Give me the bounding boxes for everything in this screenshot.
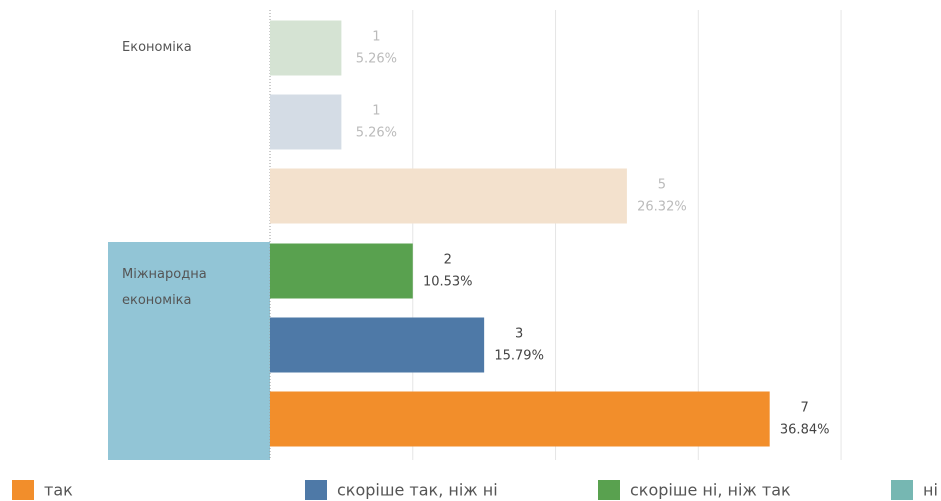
bar — [270, 20, 342, 76]
legend-swatch — [305, 480, 327, 500]
bar — [270, 391, 770, 447]
bar — [270, 94, 342, 150]
share-label: 10.53% — [423, 275, 473, 290]
share-label: 26.32% — [637, 200, 687, 215]
bar — [270, 317, 485, 373]
share-label: 5.26% — [356, 52, 397, 67]
value-label: 7 — [801, 401, 809, 416]
legend-label: ні — [923, 481, 938, 500]
legend-label: скоріше ні, ніж так — [630, 481, 791, 500]
share-label: 36.84% — [780, 423, 830, 438]
legend-swatch — [891, 480, 913, 500]
legend-label: скоріше так, ніж ні — [337, 481, 498, 500]
legend-swatch — [598, 480, 620, 500]
value-label: 2 — [444, 253, 452, 268]
share-label: 5.26% — [356, 126, 397, 141]
bar — [270, 243, 413, 299]
bar — [270, 168, 627, 224]
value-label: 5 — [658, 178, 666, 193]
value-label: 1 — [372, 30, 380, 45]
group-highlight — [108, 242, 270, 460]
share-label: 15.79% — [494, 349, 544, 364]
legend-label: так — [44, 481, 73, 500]
value-label: 3 — [515, 327, 523, 342]
legend-swatch — [12, 480, 34, 500]
value-label: 1 — [372, 104, 380, 119]
group-label: Економіка — [122, 40, 192, 55]
group-label: Міжнародна економіка — [122, 267, 207, 308]
